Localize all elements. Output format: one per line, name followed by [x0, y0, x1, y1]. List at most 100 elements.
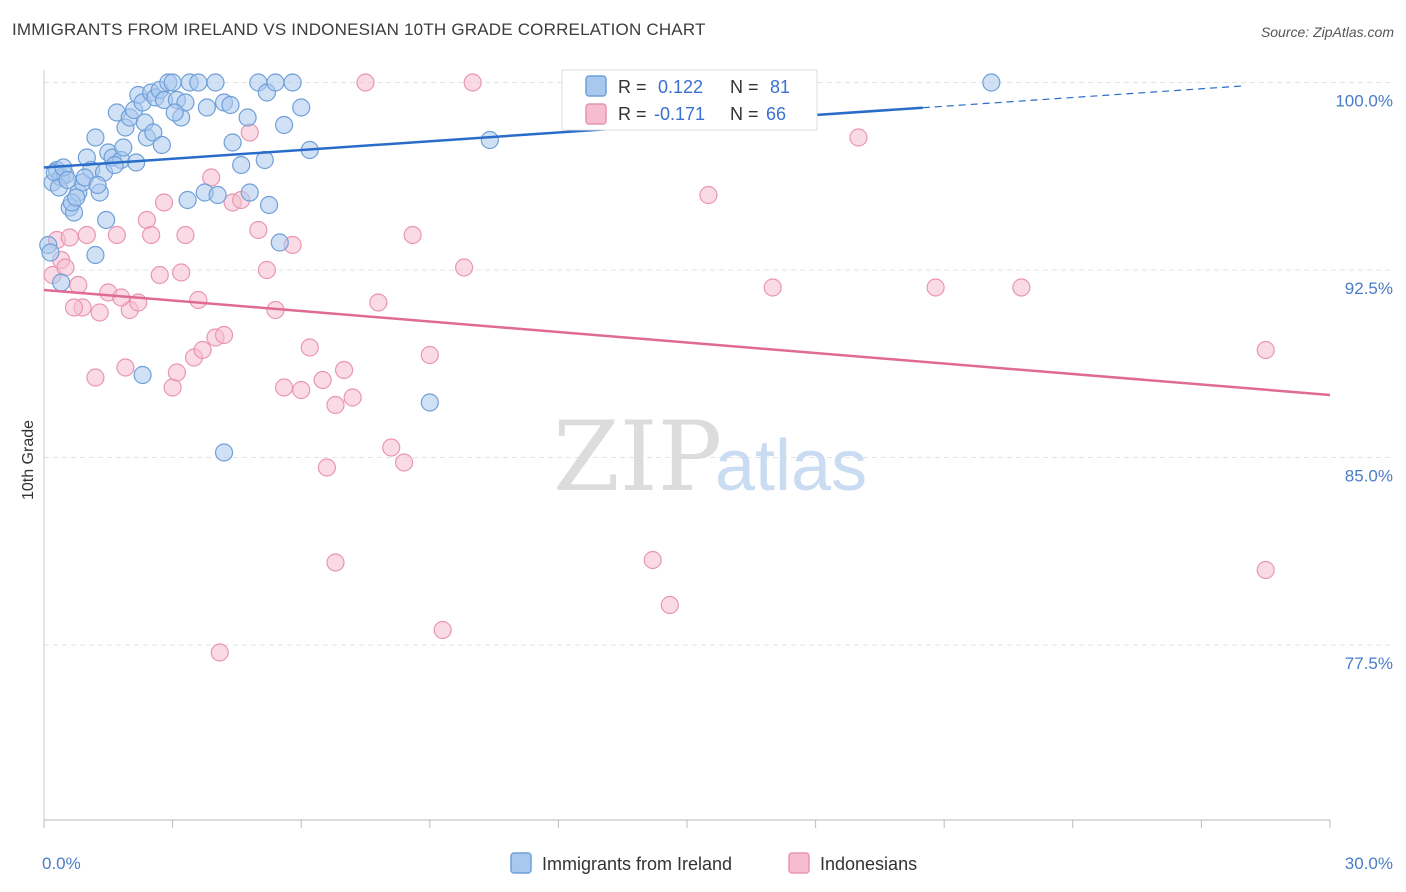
indonesians-point-4 [60, 228, 79, 247]
ireland-point-70 [259, 195, 279, 215]
indonesians-point-36 [292, 380, 311, 400]
ireland-point-75 [214, 443, 234, 462]
indonesians-point-23 [189, 290, 208, 310]
ireland-point-39 [232, 155, 251, 175]
indonesians-point-61 [210, 643, 229, 662]
legend-n-value-2: 66 [766, 104, 786, 124]
ireland-point-44 [274, 115, 294, 135]
ireland-point-73 [270, 233, 289, 252]
indonesians-point-46 [403, 225, 422, 245]
bottom-legend-swatch-ireland [510, 852, 532, 874]
ireland-point-68 [238, 108, 257, 127]
legend-r-label-2: R = [618, 104, 647, 124]
ireland-trend-extension [922, 85, 1245, 109]
indonesians-point-45 [394, 453, 414, 472]
indonesians-point-56 [1256, 340, 1275, 360]
ireland-point-34 [189, 73, 208, 92]
watermark-zip: ZIP [553, 401, 722, 513]
ireland-point-45 [283, 73, 302, 92]
indonesians-point-48 [454, 258, 474, 277]
indonesians-point-17 [150, 265, 169, 285]
indonesians-point-62 [317, 458, 337, 477]
indonesians-point-47 [420, 345, 439, 365]
legend-n-label-1: N = [730, 77, 759, 97]
legend-box: R = 0.122 N = 81 R = -0.171 N = 66 [561, 69, 818, 131]
y-tick-label-1: 85.0% [1345, 467, 1393, 486]
indonesians-point-50 [660, 595, 679, 615]
indonesians-point-43 [369, 293, 388, 312]
indonesians-point-64 [433, 620, 452, 640]
ireland-point-47 [41, 243, 60, 262]
indonesians-point-52 [763, 278, 782, 297]
indonesians-point-55 [1012, 278, 1031, 297]
indonesians-point-20 [172, 263, 191, 282]
ireland-point-66 [208, 185, 227, 205]
indonesians-point-24 [193, 340, 212, 360]
indonesians-point-51 [699, 185, 718, 205]
ireland-point-72 [86, 245, 105, 265]
ireland-point-35 [197, 98, 216, 117]
indonesians-point-53 [849, 128, 868, 147]
indonesians-point-32 [257, 260, 277, 280]
indonesians-point-8 [86, 368, 105, 387]
indonesians-point-34 [274, 378, 294, 397]
x-tick-label-0: 0.0% [42, 854, 81, 873]
indonesians-point-5 [69, 275, 88, 295]
indonesians-point-60 [167, 363, 186, 382]
indonesians-point-41 [343, 388, 362, 407]
ireland-point-67 [221, 95, 240, 115]
legend-n-value-1: 81 [770, 77, 790, 97]
legend-r-value-1: 0.122 [658, 77, 703, 97]
indonesians-point-3 [56, 258, 75, 277]
indonesians-point-19 [163, 378, 182, 397]
x-tick-label-1: 30.0% [1345, 854, 1393, 873]
indonesians-point-38 [313, 370, 332, 390]
indonesians-point-25 [202, 168, 221, 187]
y-axis-label: 10th Grade [20, 420, 37, 500]
ireland-point-29 [163, 73, 182, 92]
legend-swatch-ireland [585, 75, 607, 97]
indonesians-point-9 [90, 303, 109, 322]
indonesians-point-18 [154, 193, 174, 212]
indonesians-point-11 [107, 225, 126, 245]
bottom-legend-ireland: Immigrants from Ireland [542, 854, 732, 874]
chart-title: IMMIGRANTS FROM IRELAND VS INDONESIAN 10… [12, 20, 706, 39]
indonesians-point-21 [176, 225, 195, 245]
ireland-point-40 [240, 183, 259, 202]
ireland-point-53 [67, 188, 86, 207]
legend-swatch-indonesians [585, 103, 607, 125]
ireland-point-11 [86, 128, 105, 147]
ireland-point-74 [133, 365, 152, 385]
indonesians-point-15 [137, 210, 156, 230]
indonesians-point-30 [240, 123, 259, 142]
ireland-point-51 [58, 170, 77, 190]
ireland-points [39, 73, 1001, 462]
ireland-point-77 [480, 130, 499, 150]
indonesians-point-44 [382, 438, 401, 457]
ireland-point-56 [97, 210, 116, 230]
ireland-point-79 [982, 73, 1001, 92]
x-tick-labels: 0.0% 30.0% [42, 854, 1393, 873]
ireland-point-63 [165, 103, 184, 122]
y-tick-label-0: 77.5% [1345, 654, 1393, 673]
bottom-legend-swatch-indonesians [788, 852, 810, 874]
indonesians-point-27 [214, 325, 234, 345]
indonesians-point-42 [356, 73, 375, 92]
indonesians-trend-line [43, 288, 1331, 397]
ireland-point-80 [52, 273, 71, 292]
legend-r-value-2: -0.171 [654, 104, 705, 124]
ireland-point-62 [152, 135, 171, 155]
indonesians-point-40 [334, 360, 354, 380]
y-tick-label-2: 92.5% [1345, 279, 1393, 298]
ireland-point-55 [88, 175, 107, 195]
indonesians-point-37 [300, 338, 319, 357]
chart-source: Source: ZipAtlas.com [1260, 24, 1394, 40]
indonesians-point-54 [926, 278, 945, 297]
ireland-point-58 [114, 138, 133, 157]
indonesians-point-16 [142, 225, 161, 245]
ireland-point-61 [144, 123, 163, 142]
ireland-point-36 [206, 73, 225, 92]
ireland-point-38 [223, 133, 242, 152]
watermark-atlas: atlas [715, 426, 867, 506]
trend-lines [43, 85, 1331, 397]
